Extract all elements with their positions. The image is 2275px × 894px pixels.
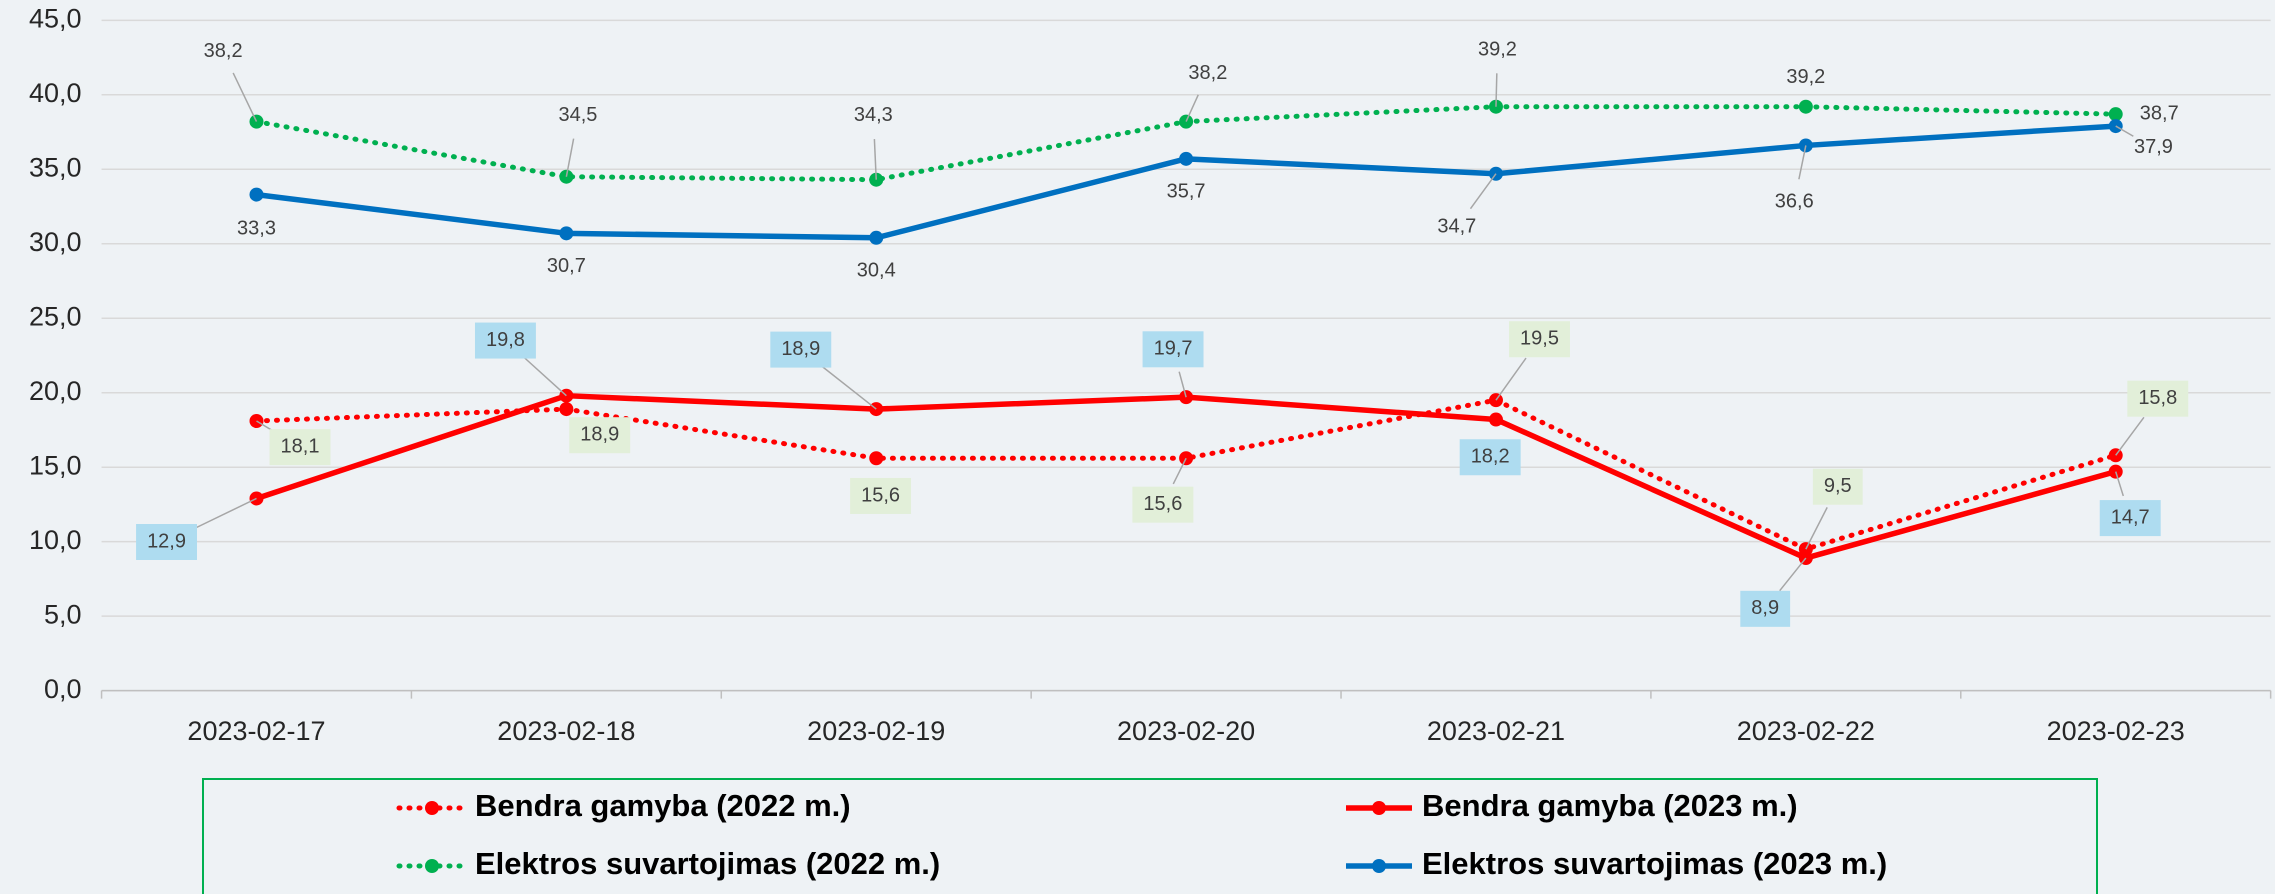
data-label: 39,2	[1478, 38, 1517, 60]
x-tick-label: 2023-02-23	[2047, 716, 2185, 746]
legend-label: Bendra gamyba (2023 m.)	[1422, 788, 1798, 823]
legend-label: Elektros suvartojimas (2022 m.)	[475, 846, 940, 881]
data-label: 15,6	[861, 484, 900, 506]
data-label: 19,7	[1154, 338, 1193, 360]
leader-line	[1779, 557, 1807, 592]
y-tick-label: 35,0	[29, 152, 82, 182]
leader-line	[818, 363, 877, 410]
legend-marker	[425, 859, 439, 873]
data-label: 35,7	[1167, 180, 1206, 202]
data-label: 39,2	[1786, 66, 1825, 88]
data-label: 18,1	[281, 435, 320, 457]
leader-line	[1469, 173, 1497, 210]
label-box	[269, 429, 331, 466]
data-point	[1179, 151, 1194, 166]
label-box	[2127, 380, 2189, 417]
leader-line	[1495, 73, 1498, 107]
data-label: 15,8	[2138, 387, 2177, 409]
data-point	[2108, 107, 2123, 122]
data-point	[1798, 99, 1813, 114]
data-label: 34,7	[1437, 216, 1476, 238]
data-label: 19,8	[486, 329, 525, 351]
leader-line	[1798, 145, 1807, 180]
y-tick-label: 15,0	[29, 450, 82, 480]
x-tick-label: 2023-02-17	[187, 716, 325, 746]
leader-line	[232, 72, 258, 122]
label-box	[1509, 321, 1570, 358]
data-label: 19,5	[1520, 328, 1559, 350]
leader-line	[1172, 457, 1187, 485]
data-point	[249, 187, 264, 202]
label-box	[1132, 486, 1194, 523]
leader-line	[565, 138, 575, 177]
data-point	[2108, 119, 2123, 134]
leader-line	[1495, 357, 1527, 401]
leader-line	[1805, 507, 1828, 550]
leader-line	[873, 139, 877, 180]
y-tick-label: 30,0	[29, 227, 82, 257]
data-label: 12,9	[147, 530, 186, 552]
y-tick-label: 40,0	[29, 78, 82, 108]
data-label: 34,3	[854, 104, 893, 126]
leader-line	[2115, 125, 2134, 137]
legend-marker	[1372, 859, 1386, 873]
leader-line	[1185, 94, 1199, 122]
data-point	[869, 230, 884, 245]
x-tick-label: 2023-02-18	[497, 716, 635, 746]
y-tick-label: 25,0	[29, 301, 82, 331]
data-label: 18,9	[580, 423, 619, 445]
data-label: 34,5	[559, 104, 598, 126]
leader-line	[2114, 471, 2125, 497]
data-label: 38,7	[2140, 102, 2179, 124]
label-box	[770, 331, 832, 368]
leader-line	[187, 497, 257, 533]
legend-label: Bendra gamyba (2022 m.)	[475, 788, 851, 823]
data-label: 18,2	[1471, 446, 1510, 468]
data-point	[1488, 412, 1503, 427]
x-tick-label: 2023-02-19	[807, 716, 945, 746]
y-tick-label: 0,0	[44, 674, 82, 704]
legend-box	[202, 778, 2098, 894]
legend-marker	[425, 801, 439, 815]
data-label: 9,5	[1824, 475, 1852, 497]
data-label: 8,9	[1751, 597, 1779, 619]
label-box	[569, 417, 631, 454]
x-tick-label: 2023-02-21	[1427, 716, 1565, 746]
label-box	[136, 523, 198, 560]
label-box	[1812, 468, 1863, 505]
label-box	[1142, 331, 1204, 368]
label-box	[2099, 500, 2161, 537]
leader-line	[522, 355, 567, 397]
label-box	[1459, 439, 1521, 476]
legend-marker	[1372, 801, 1386, 815]
data-point	[869, 451, 884, 466]
y-tick-label: 10,0	[29, 525, 82, 555]
data-label: 38,2	[204, 40, 243, 62]
y-tick-label: 20,0	[29, 376, 82, 406]
data-point	[559, 402, 574, 417]
y-tick-label: 45,0	[29, 3, 82, 33]
data-label: 33,3	[237, 218, 276, 240]
x-tick-label: 2023-02-20	[1117, 716, 1255, 746]
data-point	[559, 226, 574, 241]
data-label: 37,9	[2134, 136, 2173, 158]
legend-label: Elektros suvartojimas (2023 m.)	[1422, 846, 1887, 881]
label-box	[850, 477, 912, 514]
data-label: 30,4	[857, 259, 896, 281]
leader-line	[2115, 416, 2145, 456]
data-label: 18,9	[781, 338, 820, 360]
data-label: 14,7	[2111, 506, 2150, 528]
data-label: 36,6	[1775, 190, 1814, 212]
data-label: 30,7	[547, 255, 586, 277]
data-label: 15,6	[1143, 493, 1182, 515]
leader-line	[1178, 371, 1187, 398]
data-label: 38,2	[1188, 62, 1227, 84]
label-box	[1740, 590, 1791, 627]
label-box	[474, 322, 536, 359]
y-tick-label: 5,0	[44, 599, 82, 629]
x-tick-label: 2023-02-22	[1737, 716, 1875, 746]
